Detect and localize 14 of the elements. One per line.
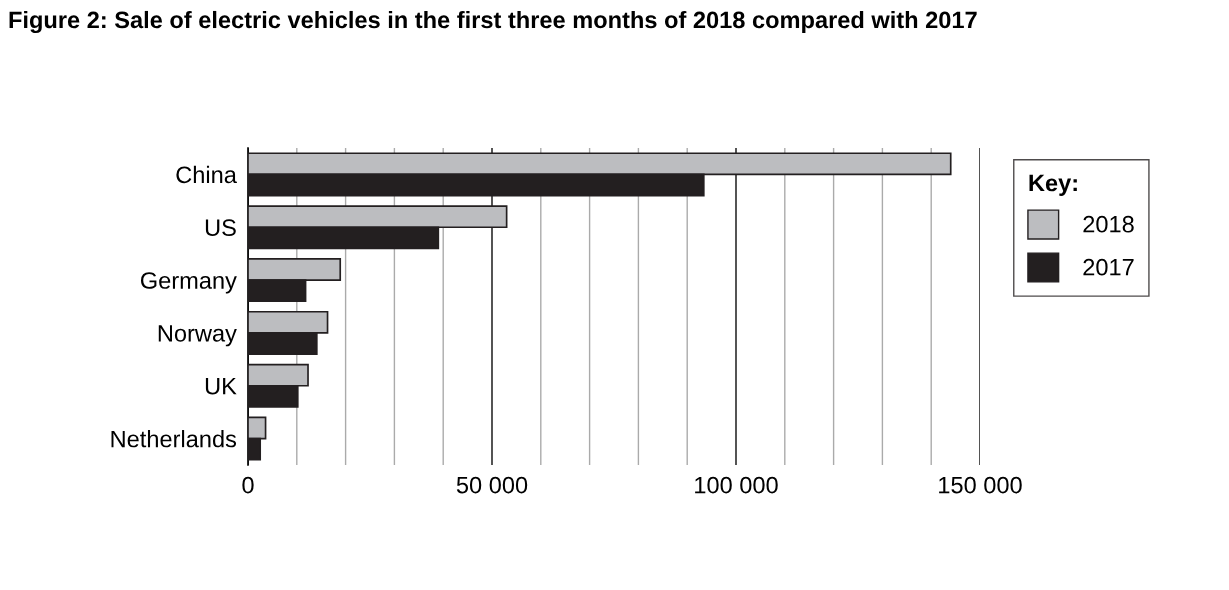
- legend-label: 2018: [1083, 215, 1134, 233]
- chart-title: Figure 2: Sale of electric vehicles in the first three months of 2018 compared with 2017: [9, 10, 977, 34]
- y-tick-label: UK: [205, 378, 237, 395]
- legend-title: Key:: [1029, 174, 1077, 196]
- y-tick-label: Norway: [158, 325, 237, 347]
- y-tick-label: US: [205, 219, 236, 237]
- y-tick-label: Germany: [140, 272, 237, 294]
- legend-label: 2017: [1083, 258, 1134, 276]
- x-tick-label: 150 000: [939, 476, 1022, 494]
- x-tick-label: 100 000: [695, 476, 778, 494]
- x-tick-label: 50 000: [456, 476, 528, 494]
- x-tick-label: 0: [242, 476, 254, 494]
- y-tick-label: Netherlands: [111, 430, 237, 448]
- y-tick-label: China: [176, 165, 237, 184]
